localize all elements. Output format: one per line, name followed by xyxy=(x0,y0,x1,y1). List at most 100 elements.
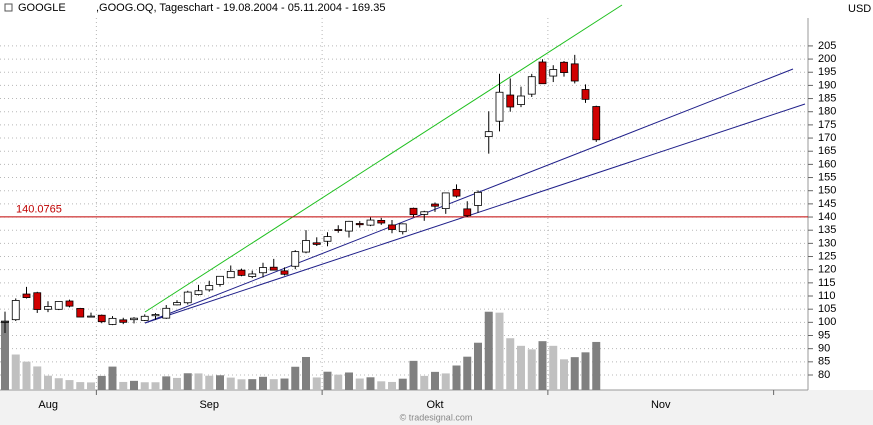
candle-body xyxy=(474,191,482,206)
y-tick-label: 135 xyxy=(818,224,836,236)
candle-body xyxy=(388,224,396,230)
y-tick-label: 160 xyxy=(818,158,836,170)
y-tick-label: 90 xyxy=(818,343,830,355)
volume-bar xyxy=(323,371,332,390)
volume-bar xyxy=(409,360,418,390)
volume-bar xyxy=(1,320,9,390)
chart-title: GOOGLE xyxy=(18,2,66,14)
candle-body xyxy=(140,315,149,321)
volume-bar xyxy=(151,382,160,390)
volume-bar xyxy=(355,378,364,390)
candle-body xyxy=(377,220,386,224)
candle-body xyxy=(173,302,181,306)
candle-body xyxy=(216,275,224,285)
candle-body xyxy=(506,94,515,108)
volume-bar xyxy=(140,382,149,390)
candle-body xyxy=(183,291,192,304)
volume-bar xyxy=(570,357,579,390)
volume-bar xyxy=(302,356,310,390)
volume-bar xyxy=(33,366,42,390)
candle-body xyxy=(517,95,525,105)
candle-body xyxy=(560,61,568,73)
y-tick-label: 130 xyxy=(818,237,836,249)
x-axis-band xyxy=(0,390,873,425)
volume-bar xyxy=(377,381,386,390)
candle-body xyxy=(237,269,246,276)
volume-bar xyxy=(345,372,353,390)
candle-body xyxy=(538,61,547,85)
volume-bar xyxy=(194,373,203,390)
candle-body xyxy=(452,188,461,197)
volume-bar xyxy=(388,381,396,390)
volume-bar xyxy=(366,377,375,390)
y-tick-label: 185 xyxy=(818,92,836,104)
candle-body xyxy=(151,314,160,317)
volume-bar xyxy=(280,378,289,390)
candle-body xyxy=(302,240,310,253)
candle-body xyxy=(420,211,429,215)
volume-bar xyxy=(22,361,31,390)
candle-body xyxy=(205,285,214,291)
volume-bar xyxy=(463,356,472,390)
candle-body xyxy=(495,91,504,122)
candle-body xyxy=(345,220,353,232)
candle-body xyxy=(484,131,493,138)
candle-body xyxy=(76,308,85,318)
candle-body xyxy=(323,236,332,242)
y-tick-label: 80 xyxy=(818,369,830,381)
volume-bar xyxy=(269,379,278,390)
volume-bar xyxy=(474,342,482,390)
candle-body xyxy=(97,314,106,323)
volume-bar xyxy=(538,341,547,390)
candle-body xyxy=(130,317,138,321)
y-tick-label: 165 xyxy=(818,145,836,157)
volume-bar xyxy=(495,312,504,390)
volume-bar xyxy=(431,371,439,390)
trend-line xyxy=(144,103,806,324)
candle-body xyxy=(22,293,31,298)
y-tick-label: 155 xyxy=(818,171,836,183)
y-tick-label: 105 xyxy=(818,303,836,315)
trend-line xyxy=(144,68,794,324)
x-tick-label: Nov xyxy=(651,399,671,411)
candle-body xyxy=(549,69,558,77)
candle-body xyxy=(527,76,536,95)
candle-body xyxy=(108,317,117,325)
volume-bar xyxy=(119,381,128,390)
volume-bar xyxy=(398,378,407,390)
y-tick-label: 140 xyxy=(818,211,836,223)
candle-body xyxy=(54,301,63,310)
volume-bar xyxy=(76,382,85,390)
y-tick-label: 145 xyxy=(818,198,836,210)
candle-body xyxy=(1,321,9,323)
volume-bar xyxy=(527,349,536,390)
chart-subtitle: ,GOOG.OQ, Tageschart - 19.08.2004 - 05.1… xyxy=(96,2,385,14)
candle-body xyxy=(65,300,74,307)
volume-bar xyxy=(592,341,601,390)
y-tick-label: 95 xyxy=(818,329,830,341)
candle-body xyxy=(463,208,472,217)
candle-body xyxy=(162,307,171,319)
candle-body xyxy=(409,207,418,216)
volume-bar xyxy=(173,377,181,390)
volume-bar xyxy=(11,354,20,390)
symbol-icon xyxy=(4,3,13,12)
volume-bar xyxy=(65,380,74,390)
volume-bar xyxy=(452,365,461,390)
volume-bar xyxy=(108,366,117,390)
y-tick-label: 120 xyxy=(818,264,836,276)
volume-bar xyxy=(291,366,300,390)
y-tick-label: 100 xyxy=(818,316,836,328)
candle-body xyxy=(269,266,278,271)
candle-body xyxy=(259,267,267,274)
candle-body xyxy=(291,251,300,267)
candle-body xyxy=(226,270,235,279)
volume-bar xyxy=(441,373,450,390)
y-tick-label: 190 xyxy=(818,79,836,91)
volume-bar xyxy=(216,375,224,390)
currency-label: USD xyxy=(848,3,871,15)
y-tick-label: 115 xyxy=(818,277,836,289)
volume-bar xyxy=(259,376,267,390)
